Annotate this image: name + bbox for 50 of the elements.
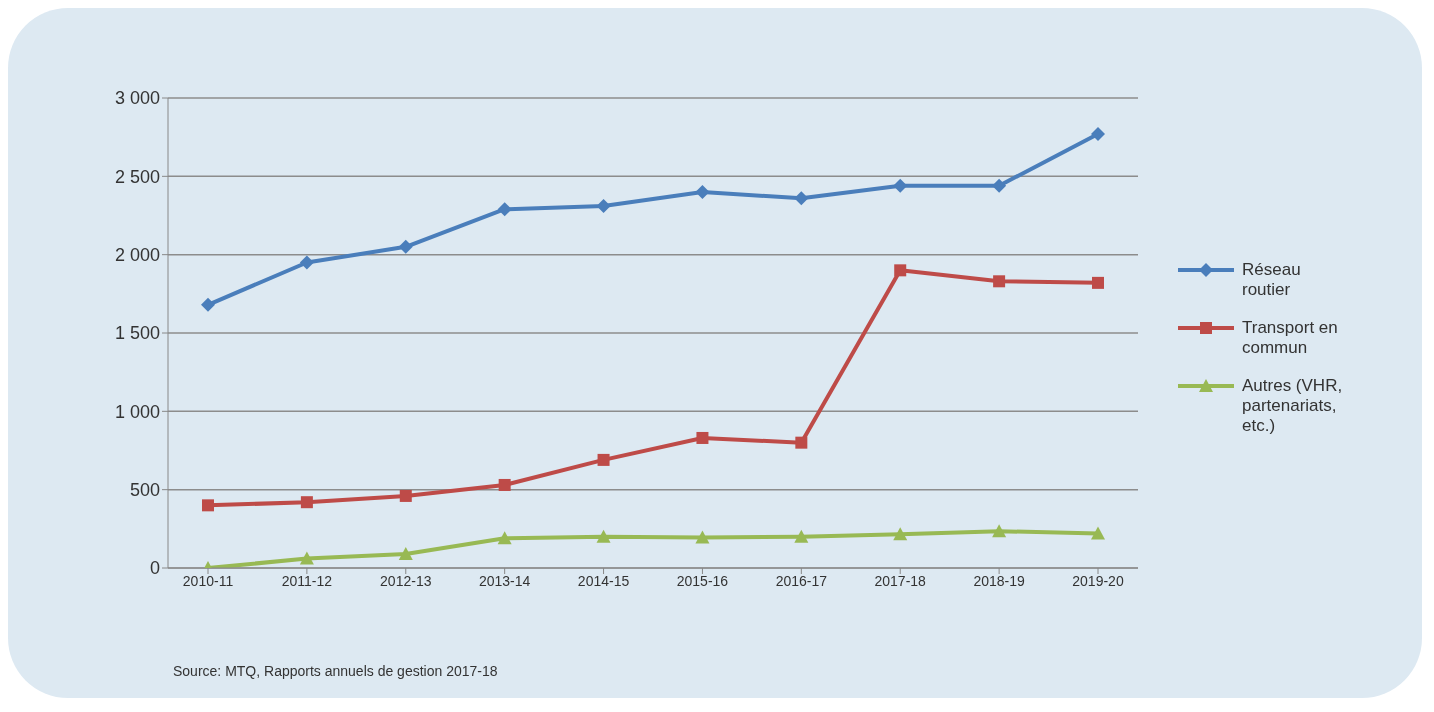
point bbox=[1092, 276, 1104, 289]
point bbox=[498, 478, 511, 491]
x-tick-label: 2016-17 bbox=[775, 572, 828, 589]
x-tick-label: 2013-14 bbox=[478, 572, 531, 589]
point bbox=[596, 199, 611, 214]
y-tick-label: 0 bbox=[149, 558, 160, 579]
point bbox=[398, 239, 413, 254]
y-tick-label: 500 bbox=[129, 480, 160, 501]
x-tick-label: 2012-13 bbox=[380, 572, 432, 589]
point bbox=[992, 524, 1007, 538]
x-tick-label: 2014-15 bbox=[577, 572, 630, 589]
y-tick-label: 3 000 bbox=[114, 88, 160, 109]
point bbox=[993, 275, 1006, 288]
x-tick-label: 2019-20 bbox=[1072, 572, 1124, 589]
y-tick-label: 2 500 bbox=[114, 166, 160, 187]
x-tick-label: 2018-19 bbox=[973, 572, 1026, 589]
point bbox=[398, 546, 413, 560]
x-tick-label: 2010-11 bbox=[182, 572, 234, 589]
legend-label: Autres (VHR, partenariats, etc.) bbox=[1242, 376, 1344, 436]
point bbox=[894, 264, 907, 277]
point bbox=[695, 530, 710, 544]
point bbox=[795, 436, 808, 449]
x-tick-label: 2011-12 bbox=[281, 572, 333, 589]
legend-label: Réseau routier bbox=[1242, 260, 1302, 300]
source-note: Source: MTQ, Rapports annuels de gestion 2017-18 bbox=[173, 663, 498, 679]
point bbox=[299, 255, 314, 270]
point bbox=[794, 191, 809, 206]
y-tick-label: 2 000 bbox=[114, 245, 160, 266]
point bbox=[202, 499, 214, 512]
y-tick-label: 1 000 bbox=[114, 401, 160, 422]
point bbox=[201, 297, 215, 312]
point bbox=[696, 431, 709, 444]
y-tick-label: 1 500 bbox=[114, 323, 160, 344]
point bbox=[299, 551, 314, 565]
point bbox=[497, 202, 512, 217]
point bbox=[300, 496, 313, 509]
point bbox=[893, 178, 908, 193]
point bbox=[497, 531, 512, 545]
point bbox=[596, 529, 611, 543]
point bbox=[1091, 526, 1105, 540]
point bbox=[794, 529, 809, 543]
point bbox=[695, 185, 710, 199]
point bbox=[399, 489, 412, 502]
point bbox=[597, 453, 610, 466]
x-tick-label: 2017-18 bbox=[874, 572, 927, 589]
legend-label: Transport en commun bbox=[1242, 318, 1339, 358]
point bbox=[1091, 127, 1105, 142]
x-tick-label: 2015-16 bbox=[676, 572, 729, 589]
point bbox=[893, 527, 908, 541]
point bbox=[992, 178, 1007, 193]
